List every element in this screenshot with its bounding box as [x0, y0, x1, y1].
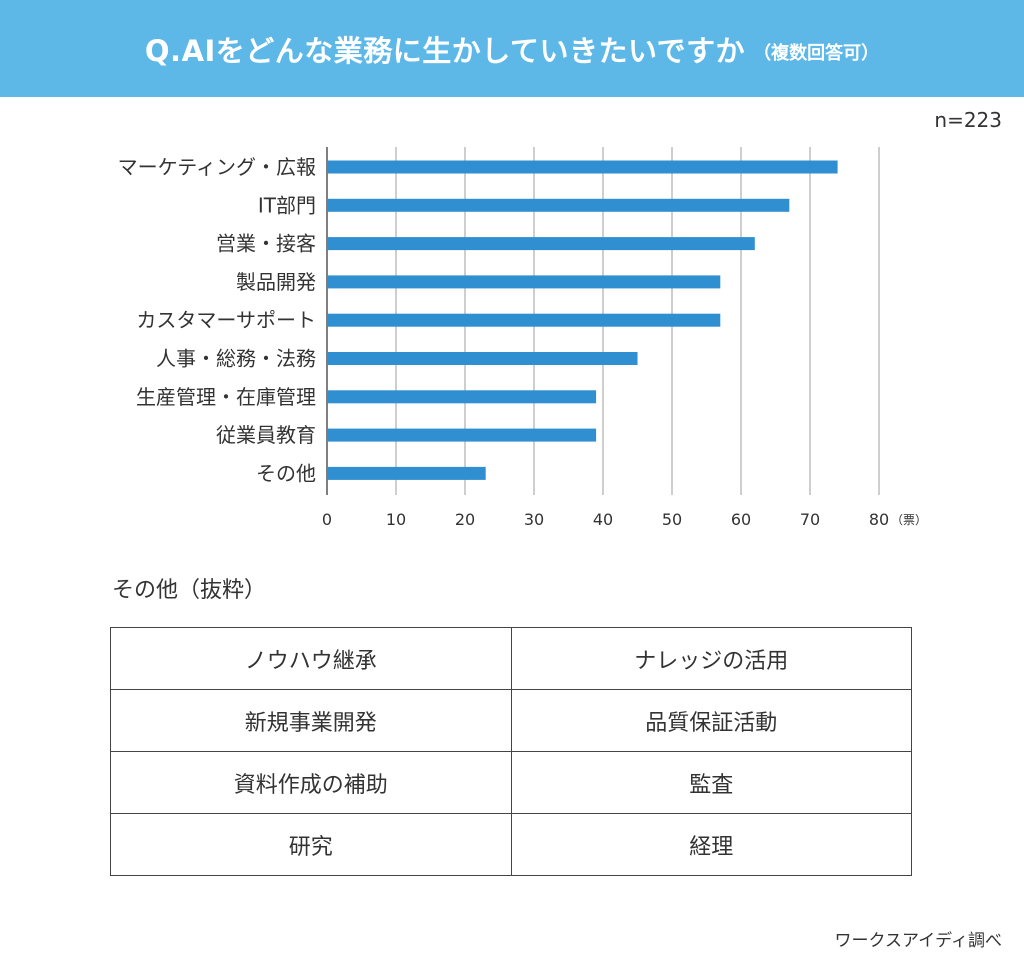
table-cell: 経理 [510, 813, 912, 876]
table-row: 研究 経理 [110, 813, 912, 876]
bar [327, 466, 486, 480]
x-tick-label: 0 [322, 510, 332, 529]
chart-subtitle: （複数回答可） [753, 42, 880, 64]
x-unit-label: （票） [891, 513, 927, 527]
others-title: その他（抜粋） [112, 578, 267, 603]
x-tick-label: 60 [731, 510, 751, 529]
x-tick-label: 40 [593, 510, 613, 529]
x-tick-label: 30 [524, 510, 544, 529]
table-cell: 監査 [510, 751, 912, 814]
category-label: 営業・接客 [216, 232, 316, 256]
source-credit: ワークスアイディ調べ [834, 931, 1002, 951]
x-tick-label: 80 [869, 510, 889, 529]
others-table: ノウハウ継承 ナレッジの活用 新規事業開発 品質保証活動 資料作成の補助 監査 … [110, 627, 912, 876]
table-row: 資料作成の補助 監査 [110, 751, 912, 814]
bar [327, 390, 597, 404]
category-label: マーケティング・広報 [118, 155, 316, 179]
bar [327, 237, 755, 251]
table-cell: ナレッジの活用 [510, 627, 912, 690]
table-row: 新規事業開発 品質保証活動 [110, 689, 912, 752]
table-cell: 品質保証活動 [510, 689, 912, 752]
sample-size: n=223 [934, 108, 1002, 132]
category-label: カスタマーサポート [136, 308, 316, 332]
x-tick-label: 70 [800, 510, 820, 529]
x-tick-label: 50 [662, 510, 682, 529]
x-tick-label: 20 [455, 510, 475, 529]
bar [327, 428, 597, 442]
table-cell: 資料作成の補助 [110, 751, 512, 814]
bar [327, 352, 638, 365]
chart-title: Q.AIをどんな業務に生かしていきたいですか [144, 33, 746, 68]
table-cell: 新規事業開発 [110, 689, 512, 752]
table-cell: 研究 [110, 813, 512, 876]
category-label: その他 [256, 461, 316, 485]
category-label: 人事・総務・法務 [156, 347, 316, 371]
bar [327, 198, 790, 212]
table-cell: ノウハウ継承 [110, 627, 512, 690]
x-tick-label: 10 [386, 510, 406, 529]
category-label: 従業員教育 [216, 423, 316, 447]
bar-chart: 0 10 20 30 40 50 60 70 80 （票） マーケティング・広報 IT部門営業・接客製… [118, 147, 927, 529]
title-banner: Q.AIをどんな業務に生かしていきたいですか （複数回答可） [0, 0, 1024, 97]
bar [327, 275, 721, 289]
bar [327, 313, 721, 327]
table-row: ノウハウ継承 ナレッジの活用 [110, 627, 912, 690]
category-label: 製品開発 [236, 270, 316, 294]
category-label: 生産管理・在庫管理 [136, 385, 316, 409]
bar [327, 160, 838, 174]
category-label: IT部門 [258, 193, 316, 217]
